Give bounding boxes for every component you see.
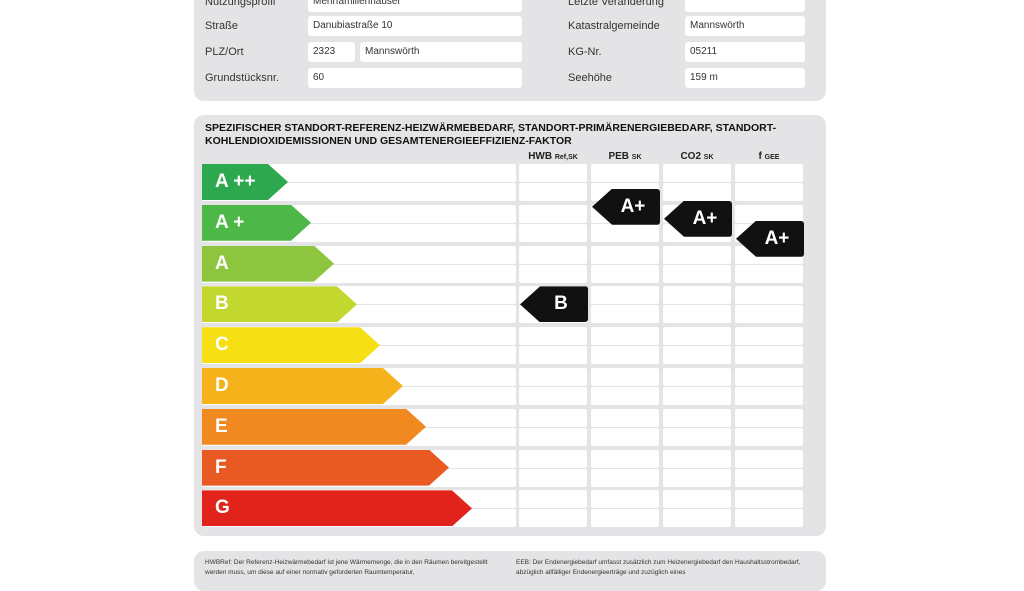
rating-cell	[663, 183, 731, 201]
rating-cell	[519, 245, 587, 264]
rating-cell	[663, 408, 731, 427]
field-label: KG-Nr.	[568, 46, 602, 58]
rating-cell	[663, 305, 731, 324]
class-bar-4: C	[202, 327, 380, 363]
rating-cell	[663, 327, 731, 346]
rating-cell	[519, 449, 587, 468]
rating-cell	[663, 264, 731, 283]
note-hwb: HWBRef: Der Referenz-Heizwärmebedarf ist…	[205, 559, 488, 576]
class-bar-6: E	[202, 409, 426, 445]
class-bar-8: G	[202, 490, 472, 526]
rating-cell	[591, 286, 659, 305]
rating-cell	[519, 368, 587, 386]
rating-cell	[735, 427, 803, 446]
plz-field[interactable]: 2323	[308, 42, 355, 62]
class-bar-5: D	[202, 368, 403, 404]
rating-cell	[591, 223, 659, 242]
rating-cell	[591, 427, 659, 446]
column-header: CO2 SK	[680, 151, 714, 162]
field-value[interactable]: 159 m	[685, 68, 805, 88]
rating-cell	[591, 327, 659, 346]
rating-cell	[735, 408, 803, 427]
class-bar-0: A ++	[202, 164, 288, 200]
rating-cell	[591, 305, 659, 324]
rating-cell	[735, 204, 803, 223]
rating-cell	[735, 327, 803, 346]
field-label: Seehöhe	[568, 72, 613, 84]
column-header: HWB Ref,SK	[528, 151, 578, 162]
rating-cell	[519, 387, 587, 405]
rating-cell	[663, 164, 731, 182]
rating-cell	[591, 408, 659, 427]
rating-cell	[735, 164, 803, 182]
field-value[interactable]: 60	[308, 68, 522, 88]
rating-cell	[735, 468, 803, 487]
rating-cell	[519, 204, 587, 223]
rating-cell	[519, 509, 587, 528]
column-header: PEB SK	[608, 151, 642, 162]
class-bar-7: F	[202, 450, 449, 486]
rating-cell	[663, 468, 731, 487]
column-header: f GEE	[758, 151, 780, 162]
rating-cell	[591, 245, 659, 264]
rating-cell	[519, 427, 587, 446]
rating-cell	[591, 449, 659, 468]
rating-cell	[735, 286, 803, 305]
field-label: Straße	[205, 20, 239, 32]
rating-cell	[519, 408, 587, 427]
rating-cell	[519, 183, 587, 201]
rating-cell	[519, 223, 587, 242]
rating-cell	[735, 346, 803, 365]
rating-cell	[735, 368, 803, 386]
field-label: Nutzungsprofil	[205, 0, 276, 8]
rating-cell	[663, 387, 731, 405]
rating-cell	[591, 346, 659, 365]
rating-cell	[735, 490, 803, 509]
rating-cell	[591, 490, 659, 509]
rating-cell	[519, 327, 587, 346]
rating-cell	[735, 305, 803, 324]
rating-cell	[663, 245, 731, 264]
field-label: PLZ/Ort	[205, 46, 244, 58]
rating-cell	[663, 509, 731, 528]
field-label: Letzte Veränderung	[568, 0, 665, 8]
rating-cell	[519, 346, 587, 365]
rating-cell	[519, 490, 587, 509]
field-value[interactable]: Mannswörth	[685, 16, 805, 36]
rating-cell	[591, 368, 659, 386]
rating-cell	[663, 368, 731, 386]
rating-cell	[591, 164, 659, 182]
field-value[interactable]: Danubiastraße 10	[308, 16, 522, 36]
rating-cell	[519, 164, 587, 182]
field-value[interactable]	[685, 0, 805, 12]
rating-cell	[591, 264, 659, 283]
rating-cell	[591, 468, 659, 487]
rating-cell	[735, 449, 803, 468]
class-bar-2: A	[202, 246, 334, 282]
note-eeb: EEB: Der Endenergiebedarf umfasst zusätz…	[516, 559, 801, 576]
rating-cell	[663, 286, 731, 305]
rating-cell	[591, 509, 659, 528]
field-value[interactable]: Mannswörth	[360, 42, 522, 62]
field-label: Katastralgemeinde	[568, 20, 660, 32]
rating-cell	[663, 427, 731, 446]
rating-cell	[735, 183, 803, 201]
rating-cell	[735, 509, 803, 528]
scale-title: SPEZIFISCHER STANDORT-REFERENZ-HEIZWÄRME…	[205, 122, 777, 147]
rating-cell	[735, 387, 803, 405]
field-value[interactable]: 05211	[685, 42, 805, 62]
rating-cell	[663, 449, 731, 468]
class-bar-1: A +	[202, 205, 311, 241]
rating-cell	[591, 387, 659, 405]
class-bar-3: B	[202, 286, 357, 322]
rating-cell	[663, 346, 731, 365]
rating-cell	[519, 468, 587, 487]
rating-cell	[735, 264, 803, 283]
rating-cell	[663, 490, 731, 509]
field-value[interactable]: Mehrfamilienhäuser	[308, 0, 522, 12]
field-label: Grundstücksnr.	[205, 72, 279, 84]
rating-cell	[519, 264, 587, 283]
